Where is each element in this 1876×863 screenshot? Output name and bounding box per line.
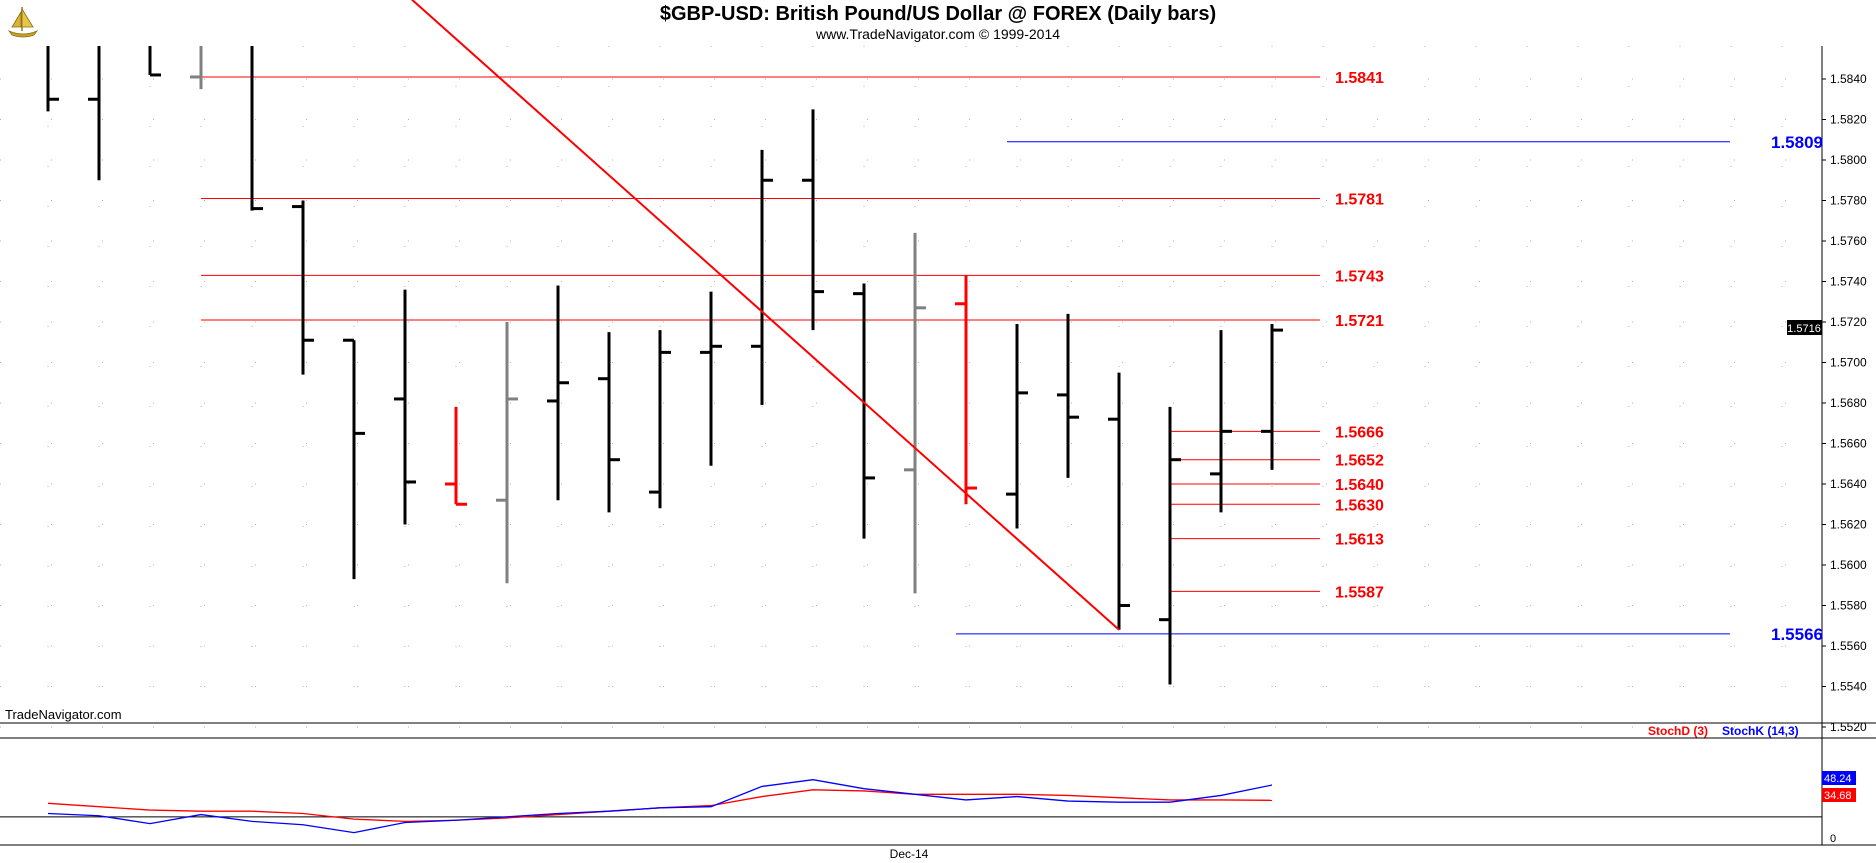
red-level-label: 1.5613 [1335, 532, 1384, 549]
ohlc-bar [46, 46, 59, 112]
ohlc-bar [394, 289, 416, 525]
stoch-k-line [47, 779, 1273, 834]
level-lines: 1.5841 1.5781 1.5743 1.5721 1.5666 1.5652 1.56… [201, 70, 1823, 644]
legend-stoch-k: StochK (14,3) [1722, 724, 1799, 738]
ohlc-bar [1057, 313, 1079, 478]
stoch-k-last-label: 48.24 [1824, 773, 1852, 785]
red-level-label: 1.5652 [1335, 453, 1384, 470]
ohlc-bar [445, 407, 467, 506]
price-axis-label: 1.5840 [1830, 72, 1867, 86]
red-level-label: 1.5630 [1335, 497, 1384, 514]
navigator-ship-icon [3, 1, 43, 41]
blue-level-label: 1.5809 [1771, 133, 1823, 152]
red-level-label: 1.5640 [1335, 477, 1384, 494]
ohlc-bar [1108, 372, 1130, 630]
ohlc-bar [88, 46, 101, 181]
ohlc-bar [598, 332, 620, 513]
price-axis-label: 1.5640 [1830, 477, 1867, 491]
price-axis-label: 1.5560 [1830, 639, 1867, 653]
price-axis-label: 1.5600 [1830, 558, 1867, 572]
ohlc-bar [1159, 407, 1181, 685]
price-axis-label: 1.5540 [1830, 680, 1867, 694]
ohlc-bar [190, 46, 203, 90]
stoch-k-last-tag [1822, 771, 1856, 785]
chart-title: $GBP-USD: British Pound/US Dollar @ FORE… [659, 3, 1217, 25]
ohlc-bar [1006, 324, 1028, 529]
ohlc-bar [250, 46, 263, 211]
price-axis-label: 1.5820 [1830, 113, 1867, 127]
price-axis-label: 1.5780 [1830, 194, 1867, 208]
down-trendline [410, 0, 1120, 631]
price-axis-label: 1.5740 [1830, 275, 1867, 289]
ohlc-bar [700, 291, 722, 466]
blue-level-label: 1.5566 [1771, 625, 1823, 644]
ohlc-bar [292, 200, 314, 375]
price-axis-label: 1.5520 [1830, 720, 1867, 734]
red-level-label: 1.5666 [1335, 424, 1384, 441]
price-axis-label: 1.5720 [1830, 315, 1867, 329]
ohlc-bar [496, 322, 518, 584]
red-level-label: 1.5743 [1335, 268, 1384, 285]
stochastic-panel [0, 779, 1822, 834]
last-price-label: 1.5716 [1787, 323, 1821, 335]
ohlc-bar [1210, 330, 1232, 513]
watermark: TradeNavigator.com [5, 707, 122, 722]
legend-stoch-d: StochD (3) [1648, 724, 1708, 738]
ohlc-bars [46, 46, 1283, 685]
price-axis-label: 1.5580 [1830, 599, 1867, 613]
price-axis-label: 1.5660 [1830, 437, 1867, 451]
dotted-grid [0, 46, 1822, 728]
trendline [410, 0, 1120, 631]
price-axis-label: 1.5680 [1830, 396, 1867, 410]
ohlc-bar [955, 275, 977, 505]
ohlc-bar [1261, 324, 1283, 470]
x-axis-tick-label: Dec-14 [890, 847, 929, 861]
ohlc-bar [547, 285, 569, 501]
ohlc-bar [802, 109, 824, 331]
red-level-label: 1.5841 [1335, 70, 1384, 87]
ohlc-bar [904, 232, 926, 594]
stoch-d-last-tag-box [1822, 788, 1856, 802]
chart-subtitle: www.TradeNavigator.com © 1999-2014 [815, 26, 1061, 42]
ohlc-bar [148, 46, 161, 77]
price-axis-label: 1.5760 [1830, 234, 1867, 248]
price-axis-label: 1.5800 [1830, 153, 1867, 167]
ohlc-bar [751, 149, 773, 406]
stoch-d-last-label: 34.68 [1824, 790, 1852, 802]
price-axis-label: 1.5620 [1830, 518, 1867, 532]
ohlc-bar [853, 283, 875, 539]
ohlc-bar [343, 338, 365, 580]
stoch-axis-zero: 0 [1830, 833, 1836, 845]
last-price-tag [1787, 320, 1822, 335]
red-level-label: 1.5587 [1335, 584, 1384, 601]
red-level-label: 1.5781 [1335, 191, 1384, 208]
ohlc-bar [649, 330, 671, 509]
price-axis: 1.5840 1.5820 1.5800 1.5780 1.5760 1.5740 1.57… [1822, 72, 1867, 734]
red-level-label: 1.5721 [1335, 313, 1384, 330]
chart-header: $GBP-USD: British Pound/US Dollar @ FORE… [0, 0, 1876, 46]
price-axis-label: 1.5700 [1830, 356, 1867, 370]
